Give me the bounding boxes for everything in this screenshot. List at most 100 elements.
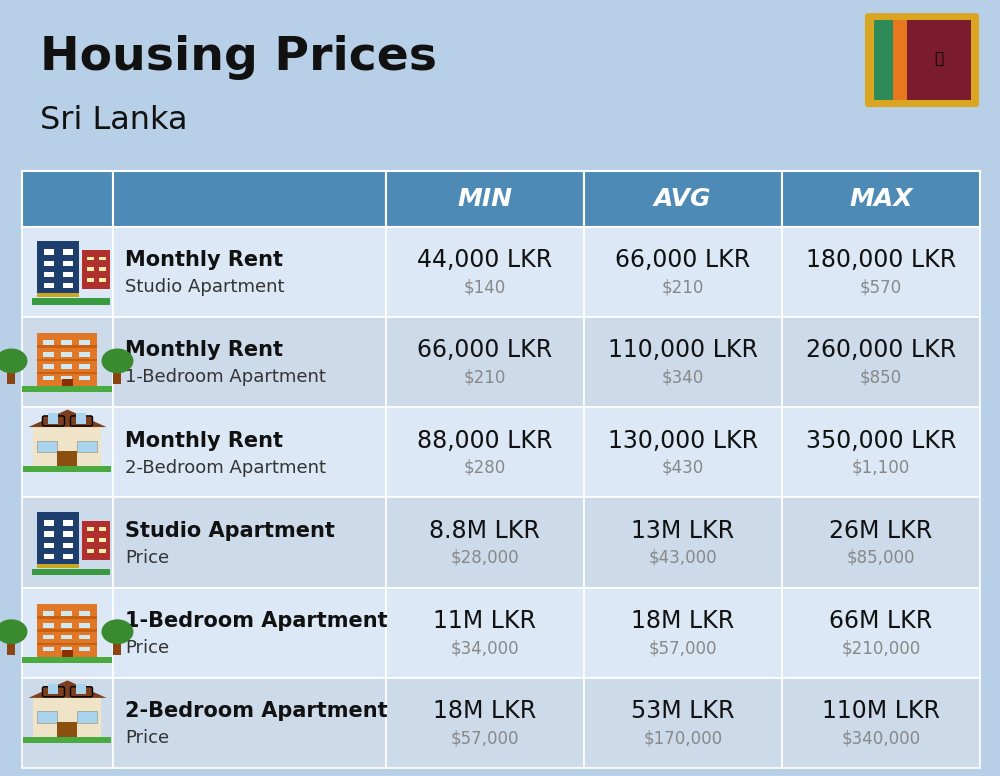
Text: 🦁: 🦁 xyxy=(934,51,943,66)
Bar xyxy=(79,611,90,615)
Bar xyxy=(22,407,113,497)
Bar xyxy=(22,497,113,587)
Text: 8.8M LKR: 8.8M LKR xyxy=(429,519,540,543)
Text: Price: Price xyxy=(125,729,169,747)
Bar xyxy=(113,171,386,227)
Text: $210,000: $210,000 xyxy=(841,639,921,657)
Bar xyxy=(782,587,980,678)
Text: $210: $210 xyxy=(662,278,704,296)
Bar xyxy=(99,528,106,532)
Bar xyxy=(584,227,782,317)
Bar xyxy=(87,539,94,542)
Bar xyxy=(76,413,86,424)
Bar xyxy=(43,646,54,651)
Bar xyxy=(386,407,584,497)
Text: 18M LKR: 18M LKR xyxy=(631,609,734,633)
Text: 13M LKR: 13M LKR xyxy=(631,519,734,543)
Bar xyxy=(63,554,73,559)
Text: $140: $140 xyxy=(464,278,506,296)
Bar xyxy=(22,227,113,317)
Text: Housing Prices: Housing Prices xyxy=(40,35,437,80)
Bar xyxy=(43,635,54,639)
Bar xyxy=(44,283,54,289)
Bar xyxy=(48,413,58,424)
Bar xyxy=(113,639,121,655)
Text: $210: $210 xyxy=(464,369,506,386)
Bar xyxy=(99,549,106,553)
Bar xyxy=(32,299,110,305)
Text: Studio Apartment: Studio Apartment xyxy=(125,521,335,541)
Bar xyxy=(99,279,106,282)
Bar xyxy=(61,376,72,380)
Bar xyxy=(87,279,94,282)
Bar xyxy=(44,520,54,526)
Bar xyxy=(63,261,73,266)
Bar xyxy=(386,171,584,227)
Text: 110,000 LKR: 110,000 LKR xyxy=(608,338,758,362)
Bar xyxy=(22,317,113,407)
Bar xyxy=(63,520,73,526)
Bar xyxy=(37,372,97,374)
Bar xyxy=(87,549,94,553)
Text: 66,000 LKR: 66,000 LKR xyxy=(615,248,750,272)
Text: 130,000 LKR: 130,000 LKR xyxy=(608,428,758,452)
Bar xyxy=(386,227,584,317)
Bar xyxy=(37,564,79,568)
Bar xyxy=(44,261,54,266)
Text: Studio Apartment: Studio Apartment xyxy=(125,278,284,296)
Bar xyxy=(37,441,57,452)
Bar xyxy=(386,317,584,407)
Text: $280: $280 xyxy=(464,459,506,476)
Bar xyxy=(7,369,15,384)
Text: $57,000: $57,000 xyxy=(649,639,717,657)
Bar xyxy=(37,345,97,348)
Text: $43,000: $43,000 xyxy=(649,549,717,567)
Bar xyxy=(61,635,72,639)
Bar xyxy=(44,272,54,277)
Text: $850: $850 xyxy=(860,369,902,386)
Text: Price: Price xyxy=(125,549,169,567)
Bar xyxy=(61,646,72,651)
Bar xyxy=(43,352,54,357)
Bar xyxy=(63,542,73,548)
Bar xyxy=(33,427,101,466)
Bar xyxy=(57,451,77,466)
Bar xyxy=(61,611,72,615)
Bar xyxy=(87,528,94,532)
Text: Price: Price xyxy=(125,639,169,657)
Text: Monthly Rent: Monthly Rent xyxy=(125,340,283,360)
Text: $1,100: $1,100 xyxy=(852,459,910,476)
Text: $430: $430 xyxy=(662,459,704,476)
Text: 26M LKR: 26M LKR xyxy=(829,519,933,543)
Circle shape xyxy=(101,619,133,644)
Bar xyxy=(893,20,907,100)
Text: 88,000 LKR: 88,000 LKR xyxy=(417,428,552,452)
Bar xyxy=(37,512,79,568)
FancyBboxPatch shape xyxy=(70,416,92,426)
Bar xyxy=(584,407,782,497)
Bar xyxy=(22,656,112,663)
Text: MAX: MAX xyxy=(849,187,913,210)
FancyBboxPatch shape xyxy=(42,416,64,426)
Bar xyxy=(23,736,111,743)
Bar xyxy=(22,678,113,768)
Bar xyxy=(61,340,72,345)
Bar xyxy=(63,272,73,277)
Bar xyxy=(44,532,54,537)
Text: $570: $570 xyxy=(860,278,902,296)
Text: $85,000: $85,000 xyxy=(847,549,915,567)
Text: MIN: MIN xyxy=(457,187,512,210)
Bar xyxy=(79,646,90,651)
Bar xyxy=(57,722,77,736)
Bar xyxy=(37,293,79,297)
Bar xyxy=(43,611,54,615)
Bar xyxy=(44,542,54,548)
Bar xyxy=(782,317,980,407)
Bar xyxy=(99,268,106,272)
Bar xyxy=(77,441,97,452)
Bar xyxy=(386,587,584,678)
Text: Monthly Rent: Monthly Rent xyxy=(125,250,283,270)
Bar xyxy=(63,532,73,537)
Bar xyxy=(37,616,97,618)
Bar xyxy=(37,333,97,386)
